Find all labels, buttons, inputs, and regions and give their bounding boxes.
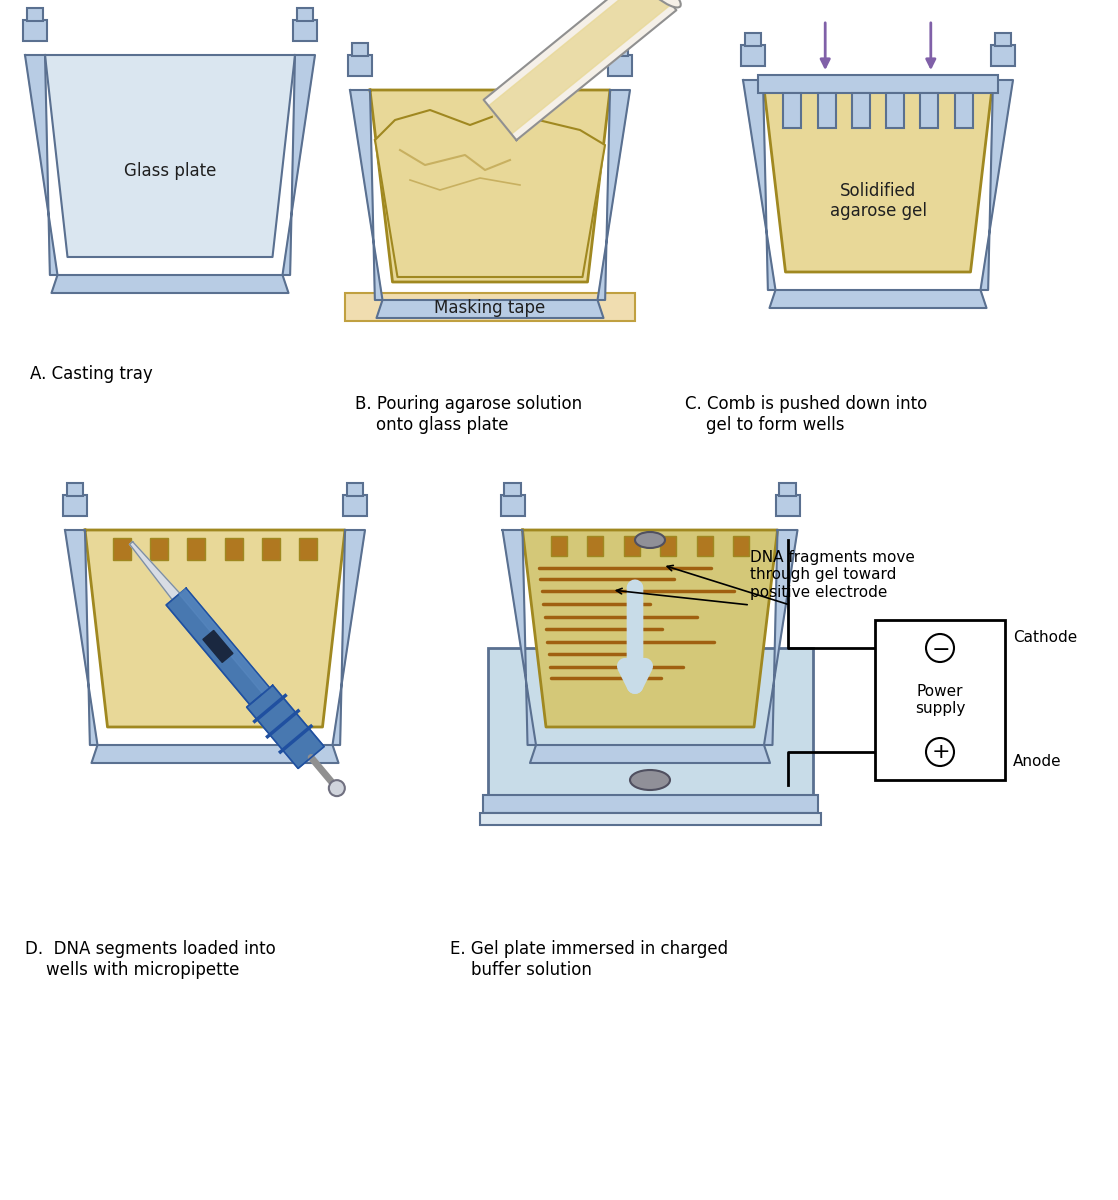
Text: Glass plate: Glass plate bbox=[124, 162, 216, 180]
Polygon shape bbox=[65, 530, 97, 745]
Text: Power
supply: Power supply bbox=[915, 684, 965, 716]
Bar bbox=[608, 55, 632, 76]
Bar bbox=[817, 92, 835, 128]
Bar bbox=[483, 794, 817, 814]
Bar bbox=[345, 293, 635, 320]
Bar bbox=[661, 536, 676, 556]
Bar bbox=[63, 494, 87, 516]
Bar bbox=[299, 538, 316, 560]
Bar bbox=[501, 494, 524, 516]
Polygon shape bbox=[247, 685, 324, 768]
Polygon shape bbox=[484, 0, 676, 140]
Ellipse shape bbox=[631, 770, 670, 790]
Text: D.  DNA segments loaded into
    wells with micropipette: D. DNA segments loaded into wells with m… bbox=[25, 940, 276, 979]
Bar bbox=[745, 32, 761, 46]
Polygon shape bbox=[502, 530, 536, 745]
Polygon shape bbox=[370, 90, 610, 282]
Polygon shape bbox=[332, 530, 364, 745]
Text: Anode: Anode bbox=[1013, 755, 1062, 769]
Polygon shape bbox=[202, 630, 233, 662]
Polygon shape bbox=[597, 90, 631, 300]
Bar bbox=[784, 92, 802, 128]
Polygon shape bbox=[377, 300, 604, 318]
Polygon shape bbox=[85, 530, 345, 727]
Text: $+$: $+$ bbox=[931, 742, 949, 762]
Polygon shape bbox=[743, 80, 776, 290]
Bar bbox=[920, 92, 938, 128]
Bar bbox=[225, 538, 243, 560]
Polygon shape bbox=[375, 110, 605, 277]
Polygon shape bbox=[179, 589, 268, 694]
Bar bbox=[27, 7, 44, 22]
Bar bbox=[624, 536, 639, 556]
Bar bbox=[487, 648, 813, 800]
Polygon shape bbox=[45, 55, 295, 257]
Bar bbox=[480, 814, 821, 826]
Bar bbox=[150, 538, 169, 560]
Bar bbox=[347, 482, 363, 496]
Polygon shape bbox=[530, 745, 770, 763]
Bar bbox=[67, 482, 84, 496]
Bar bbox=[995, 32, 1012, 46]
Polygon shape bbox=[980, 80, 1013, 290]
Text: A. Casting tray: A. Casting tray bbox=[30, 365, 153, 383]
Ellipse shape bbox=[639, 0, 681, 7]
Text: E. Gel plate immersed in charged
    buffer solution: E. Gel plate immersed in charged buffer … bbox=[451, 940, 728, 979]
Bar bbox=[351, 43, 369, 56]
Polygon shape bbox=[167, 588, 269, 704]
Ellipse shape bbox=[635, 532, 665, 548]
Text: B. Pouring agarose solution
    onto glass plate: B. Pouring agarose solution onto glass p… bbox=[356, 395, 582, 433]
Polygon shape bbox=[350, 90, 382, 300]
Polygon shape bbox=[769, 290, 986, 308]
Polygon shape bbox=[51, 275, 288, 293]
Text: Masking tape: Masking tape bbox=[435, 299, 546, 317]
Bar bbox=[262, 538, 280, 560]
Circle shape bbox=[926, 738, 954, 766]
Bar bbox=[293, 20, 318, 41]
Bar bbox=[758, 74, 998, 92]
Bar bbox=[612, 43, 628, 56]
Text: Cathode: Cathode bbox=[1013, 630, 1078, 646]
Bar bbox=[343, 494, 367, 516]
Bar bbox=[733, 536, 749, 556]
Polygon shape bbox=[25, 55, 57, 275]
Bar bbox=[296, 7, 313, 22]
Polygon shape bbox=[522, 530, 777, 727]
Polygon shape bbox=[283, 55, 315, 275]
Bar bbox=[23, 20, 47, 41]
Circle shape bbox=[329, 780, 344, 796]
Bar bbox=[955, 92, 973, 128]
Bar bbox=[348, 55, 372, 76]
Bar bbox=[551, 536, 567, 556]
Text: C. Comb is pushed down into
    gel to form wells: C. Comb is pushed down into gel to form … bbox=[685, 395, 927, 433]
Polygon shape bbox=[762, 80, 993, 272]
Bar bbox=[113, 538, 131, 560]
Bar bbox=[741, 44, 765, 66]
Polygon shape bbox=[489, 0, 672, 134]
Bar bbox=[504, 482, 521, 496]
Bar bbox=[991, 44, 1015, 66]
Polygon shape bbox=[493, 112, 506, 120]
Text: $-$: $-$ bbox=[931, 638, 949, 658]
Bar bbox=[697, 536, 712, 556]
Bar bbox=[875, 620, 1005, 780]
Bar bbox=[776, 494, 799, 516]
Bar bbox=[779, 482, 796, 496]
Bar bbox=[188, 538, 206, 560]
Bar bbox=[852, 92, 870, 128]
Polygon shape bbox=[130, 541, 180, 600]
Bar bbox=[587, 536, 604, 556]
Text: Solidified
agarose gel: Solidified agarose gel bbox=[830, 181, 927, 221]
Polygon shape bbox=[92, 745, 339, 763]
Text: DNA fragments move
through gel toward
positive electrode: DNA fragments move through gel toward po… bbox=[750, 550, 915, 600]
Bar bbox=[887, 92, 904, 128]
Polygon shape bbox=[764, 530, 797, 745]
Circle shape bbox=[926, 634, 954, 662]
